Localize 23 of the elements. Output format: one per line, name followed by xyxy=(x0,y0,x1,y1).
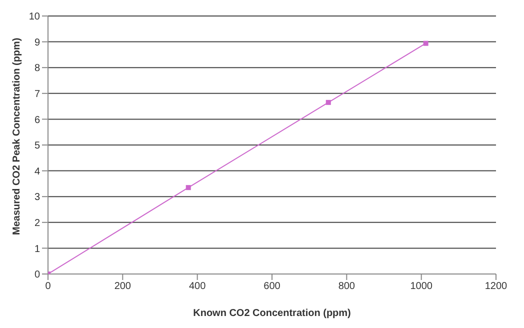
y-tick-label: 8 xyxy=(34,63,40,74)
x-tick-label: 0 xyxy=(45,281,52,292)
point xyxy=(423,40,428,46)
point xyxy=(326,100,331,105)
y-tick-label: 5 xyxy=(34,140,40,152)
y-axis-title: Measured CO2 Peak Concentration (ppm) xyxy=(12,38,23,235)
x-axis-title: Known CO2 Concentration (ppm) xyxy=(193,308,351,319)
x-tick-label: 400 xyxy=(188,281,206,292)
x-tick-label: 200 xyxy=(114,281,132,292)
x-tick-label: 600 xyxy=(264,281,281,292)
y-tick-label: 9 xyxy=(34,37,40,48)
y-tick-label: 4 xyxy=(34,166,40,178)
y-tick-label: 10 xyxy=(28,12,40,23)
x-tick-label: 800 xyxy=(338,281,356,292)
y-tick-label: 6 xyxy=(34,114,40,126)
y-tick-label: 0 xyxy=(34,270,40,281)
y-tick-label: 3 xyxy=(34,192,40,204)
x-tick-label: 1000 xyxy=(410,281,433,292)
x-tick-label: 1200 xyxy=(484,281,508,292)
point xyxy=(186,185,191,190)
y-tick-label: 2 xyxy=(34,218,40,229)
y-tick-label: 1 xyxy=(34,244,40,255)
y-tick-label: 7 xyxy=(34,88,40,100)
